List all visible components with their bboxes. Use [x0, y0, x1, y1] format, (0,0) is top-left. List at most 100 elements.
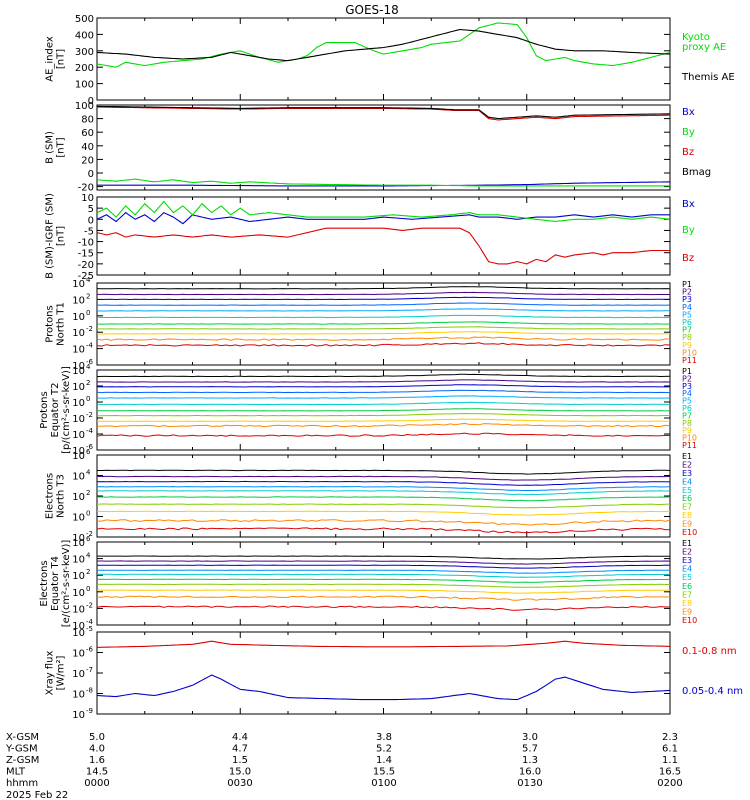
y-tick-label: 10 — [72, 312, 85, 323]
y-tick-label: 10 — [81, 193, 94, 204]
legend-E5: E5 — [682, 573, 692, 582]
y-tick-exponent: 0 — [86, 510, 90, 518]
channel-E4 — [96, 486, 671, 491]
y-tick-label: 10 — [72, 279, 85, 290]
y-tick-label: -15 — [78, 249, 94, 260]
y-tick-label: 60 — [81, 128, 94, 139]
y-tick-label: 10 — [72, 345, 85, 356]
y-tick-exponent: -2 — [86, 601, 93, 609]
y-label-line: Protons — [39, 391, 50, 428]
channel-P5 — [96, 395, 671, 399]
legend-E3: E3 — [682, 556, 692, 565]
y-tick-exponent: 2 — [86, 568, 90, 576]
y-tick-label: 10 — [72, 472, 85, 483]
y-tick-label: 100 — [75, 101, 94, 112]
legend-P3: P3 — [682, 295, 692, 304]
ephem-value: 0000 — [84, 778, 109, 789]
legend-P8: P8 — [682, 419, 692, 428]
y-tick-label: 200 — [75, 63, 94, 74]
panel-frame — [96, 541, 671, 626]
ephem-row-label: MLT — [6, 767, 26, 778]
legend-P1: P1 — [682, 367, 692, 376]
y-tick-label: 10 — [72, 533, 85, 544]
ephem-value: 3.0 — [522, 732, 538, 743]
series-0 — [96, 22, 671, 68]
y-tick-label: 10 — [72, 604, 85, 615]
channel-P5 — [96, 308, 670, 312]
channel-P1 — [96, 373, 671, 378]
y-label-line: [nT] — [56, 137, 67, 157]
channel-E2 — [96, 475, 671, 481]
channel-E1 — [97, 555, 671, 560]
y-tick-label: 10 — [72, 382, 85, 393]
y-tick-exponent: 2 — [86, 379, 90, 387]
legend-P7: P7 — [682, 326, 692, 335]
channel-E7 — [96, 503, 671, 509]
series-1 — [96, 200, 671, 223]
y-tick-exponent: -4 — [86, 427, 94, 435]
legend-entry: Bx — [682, 107, 695, 118]
y-label-line: [e/(cm²-s-sr-keV)] — [61, 540, 72, 628]
series-1 — [96, 178, 670, 187]
y-tick-label: 500 — [75, 14, 94, 25]
channel-P10 — [97, 422, 671, 428]
channel-P3 — [96, 384, 671, 388]
y-tick-label: -20 — [78, 183, 94, 194]
y-label-line: [nT] — [56, 49, 67, 69]
legend-entry: Themis AE — [681, 72, 735, 83]
legend-E5: E5 — [682, 486, 692, 495]
legend-E6: E6 — [682, 582, 692, 591]
ephem-value: 5.7 — [522, 744, 538, 755]
y-tick-exponent: 4 — [86, 469, 91, 477]
y-tick-label: 10 — [72, 690, 85, 701]
y-label-line: B (SM)-IGRF (SM) — [45, 193, 56, 279]
y-tick-label: 400 — [75, 30, 94, 41]
y-tick-label: 10 — [72, 361, 85, 372]
y-tick-exponent: 0 — [86, 395, 90, 403]
plot-title: GOES-18 — [345, 3, 399, 17]
channel-P11 — [96, 432, 671, 437]
ephem-value: 1.4 — [376, 755, 392, 766]
legend-E2: E2 — [682, 460, 692, 469]
channel-P3 — [97, 296, 670, 301]
y-tick-label: 10 — [72, 492, 85, 503]
y-tick-exponent: -2 — [86, 411, 93, 419]
legend-entry: Bz — [682, 253, 694, 264]
y-tick-label: 10 — [72, 414, 85, 425]
series-0 — [96, 211, 670, 225]
y-tick-exponent: -9 — [86, 707, 93, 715]
channel-E10 — [96, 605, 671, 611]
ephem-value: 2.3 — [662, 732, 678, 743]
legend-E7: E7 — [682, 503, 692, 512]
channel-P4 — [96, 389, 671, 394]
ephemeris-table: X-GSM 5.0 4.4 3.8 3.0 2.3 Y-GSM 4.0 4.7 5.2 5.7 6.1… — [5, 732, 683, 789]
ephem-value: 4.0 — [89, 744, 105, 755]
series-1 — [96, 674, 671, 701]
y-tick-label: 10 — [72, 628, 85, 639]
channel-P9 — [97, 418, 671, 422]
ephem-value: 0200 — [657, 778, 682, 789]
channel-E4 — [96, 569, 671, 574]
ephem-row-label: hhmm — [6, 778, 38, 789]
y-tick-label: 0 — [88, 169, 94, 180]
y-label-line: Electrons — [39, 560, 50, 606]
channel-P2 — [97, 291, 670, 296]
y-label-line: [p/(cm²-s-sr-keV)] — [61, 366, 72, 454]
y-tick-exponent: 2 — [86, 489, 90, 497]
legend-E1: E1 — [682, 452, 692, 461]
legend-E4: E4 — [682, 477, 692, 486]
legend-E10: E10 — [682, 528, 697, 537]
legend-P9: P9 — [682, 426, 692, 435]
y-axis-label: B (SM)-IGRF (SM) [nT] — [45, 193, 67, 279]
y-tick-label: 0 — [88, 215, 94, 226]
panel-frame — [96, 104, 671, 191]
y-label-line: Equator T4 — [50, 556, 61, 611]
y-axis-label: Protons North T1 — [45, 302, 67, 346]
y-tick-exponent: -2 — [86, 325, 93, 333]
y-tick-label: -5 — [84, 226, 94, 237]
